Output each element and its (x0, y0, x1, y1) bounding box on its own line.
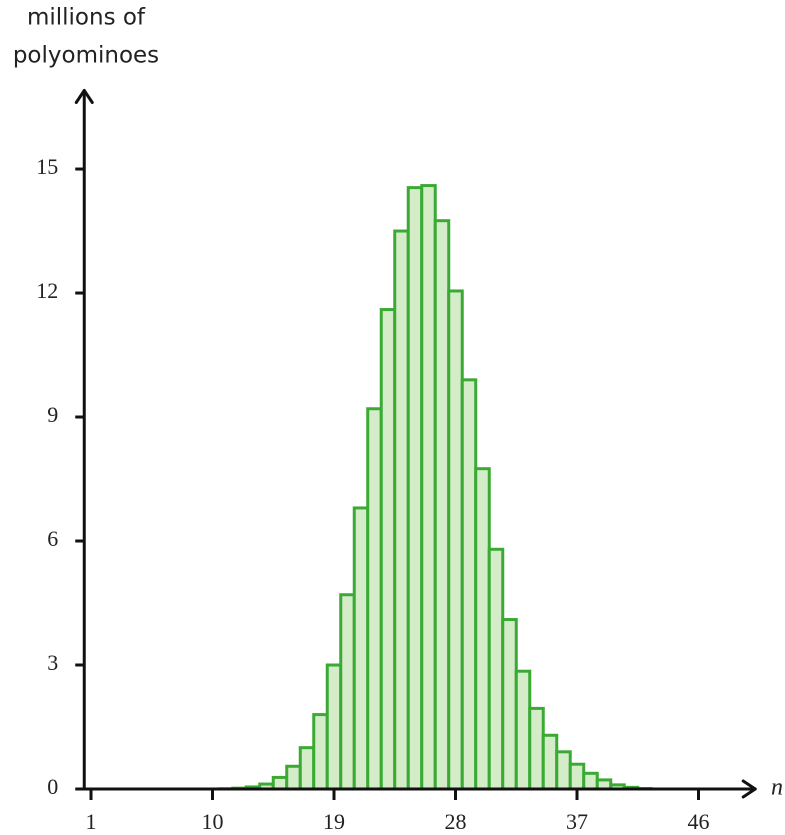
x-tick-label: 1 (86, 809, 97, 834)
bar (555, 750, 572, 791)
bar (271, 775, 289, 791)
bar (433, 219, 451, 791)
bar (582, 771, 599, 791)
bar (487, 547, 505, 791)
bar (285, 764, 302, 791)
bar (312, 713, 329, 791)
y-tick-label: 3 (47, 650, 58, 675)
x-tick-label: 46 (688, 809, 710, 834)
x-tick-label: 19 (323, 809, 345, 834)
y-tick-label: 6 (47, 526, 58, 551)
bar (514, 669, 532, 791)
x-axis-label: n (771, 775, 783, 801)
bar (366, 407, 383, 791)
y-axis-label: millions of (27, 5, 146, 31)
y-tick-label: 15 (36, 154, 58, 179)
x-tick-label: 10 (202, 809, 224, 834)
bar (325, 663, 343, 791)
y-tick-label: 12 (36, 278, 58, 303)
bar (541, 733, 559, 791)
bar (474, 467, 491, 791)
x-tick-label: 37 (566, 809, 588, 834)
y-axis-label: polyominoes (13, 43, 159, 69)
bar (568, 762, 586, 791)
bar (460, 378, 478, 791)
bar (379, 308, 397, 791)
bar (406, 186, 424, 791)
bar (393, 229, 410, 791)
bar (339, 593, 356, 791)
bar (420, 184, 437, 791)
bar (298, 746, 316, 791)
bar (352, 506, 370, 791)
y-tick-label: 9 (47, 402, 58, 427)
y-axis-arrow (74, 89, 94, 104)
x-axis-arrow (741, 779, 757, 799)
bar (528, 706, 545, 791)
y-tick-label: 0 (47, 774, 58, 799)
x-tick-label: 28 (445, 809, 467, 834)
bar (501, 618, 518, 791)
bar (447, 289, 464, 791)
